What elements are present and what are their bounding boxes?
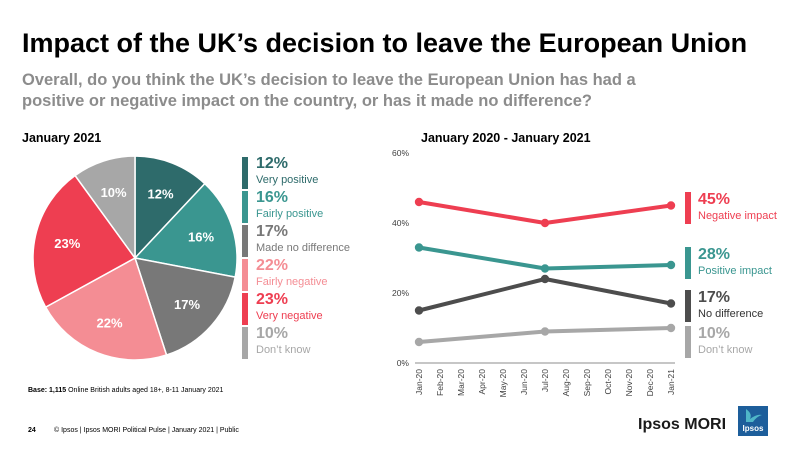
pie-legend-value-1: 16% xyxy=(256,189,289,206)
line-legend-swatch-3 xyxy=(685,326,691,358)
line-legend-value-1: 28% xyxy=(698,246,731,263)
x-tick-label-5: Jun-20 xyxy=(519,369,529,395)
x-tick-label-7: Aug-20 xyxy=(561,369,571,397)
series-1-point-1 xyxy=(540,264,550,273)
x-tick-label-3: Apr-20 xyxy=(477,369,487,395)
pie-slice-0 xyxy=(134,155,206,260)
series-3-point-1 xyxy=(540,327,550,336)
pie-legend-swatch-0 xyxy=(242,157,248,189)
pie-legend-value-0: 12% xyxy=(256,155,289,172)
line-legend-label-0: Negative impact xyxy=(698,210,777,222)
pie-slice-label-1: 16% xyxy=(188,230,214,245)
x-tick-label-6: Jul-20 xyxy=(540,369,550,392)
series-1-point-0 xyxy=(414,243,424,252)
pie-slice-label-3: 22% xyxy=(96,316,122,331)
line-legend-swatch-2 xyxy=(685,290,691,322)
pie-slice-4 xyxy=(32,174,137,309)
pie-legend-swatch-4 xyxy=(242,293,248,325)
line-legend-swatch-1 xyxy=(685,247,691,279)
pie-slice-label-0: 12% xyxy=(147,187,173,202)
line-legend-label-3: Don’t know xyxy=(698,344,753,356)
base-label: Base: 1,115 xyxy=(28,387,67,394)
pie-slice-3 xyxy=(44,256,168,361)
pie-slice-label-2: 17% xyxy=(174,297,200,312)
pie-legend-label-5: Don’t know xyxy=(256,344,311,356)
series-2-point-1 xyxy=(540,274,550,284)
series-3-point-0 xyxy=(414,337,424,347)
series-2-point-0 xyxy=(414,306,424,315)
pie-legend-value-2: 17% xyxy=(256,223,289,240)
pie-slice-1 xyxy=(133,182,238,278)
ipsos-logo: Ipsos xyxy=(738,406,768,436)
pie-legend-label-0: Very positive xyxy=(256,174,319,186)
line-chart-title: January 2020 - January 2021 xyxy=(421,131,591,145)
line-legend-label-2: No difference xyxy=(698,308,764,320)
page-subtitle: Overall, do you think the UK’s decision … xyxy=(22,71,636,110)
line-legend-value-3: 10% xyxy=(698,325,731,342)
x-tick-label-12: Jan-21 xyxy=(666,369,676,395)
line-legend-value-2: 17% xyxy=(698,289,731,306)
series-0-point-2 xyxy=(666,201,676,210)
series-0-point-1 xyxy=(540,218,550,228)
line-legend-value-0: 45% xyxy=(698,191,731,208)
pie-legend-value-4: 23% xyxy=(256,291,289,308)
series-line-2 xyxy=(417,277,673,313)
page-title: Impact of the UK’s decision to leave the… xyxy=(22,28,748,58)
pie-legend-value-5: 10% xyxy=(256,325,289,342)
x-tick-label-9: Oct-20 xyxy=(603,369,613,395)
pie-legend-label-1: Fairly positive xyxy=(256,208,324,220)
x-tick-label-2: Mar-20 xyxy=(456,369,466,396)
x-tick-label-4: May-20 xyxy=(498,369,508,398)
y-tick-label-0: 0% xyxy=(397,358,410,368)
pie-legend-swatch-2 xyxy=(242,225,248,257)
series-0-point-0 xyxy=(414,197,424,207)
line-legend-swatch-0 xyxy=(685,192,691,224)
y-tick-label-2: 40% xyxy=(392,218,409,228)
pie-slice-5 xyxy=(74,155,136,261)
series-2-point-2 xyxy=(666,299,676,308)
pie-legend-swatch-1 xyxy=(242,191,248,223)
footer-copyright: © Ipsos | Ipsos MORI Political Pulse | J… xyxy=(54,427,239,434)
pie-legend-swatch-3 xyxy=(242,259,248,291)
pie-chart-title: January 2021 xyxy=(22,131,102,145)
base-text: Online British adults aged 18+, 8-11 Jan… xyxy=(68,387,224,394)
x-tick-label-8: Sep-20 xyxy=(582,369,592,397)
pie-legend-label-4: Very negative xyxy=(256,310,323,322)
x-tick-label-0: Jan-20 xyxy=(414,369,424,395)
pie-slice-label-4: 23% xyxy=(54,236,80,251)
brand-name: Ipsos MORI xyxy=(638,416,727,433)
pie-slice-2 xyxy=(133,257,237,356)
page-number: 24 xyxy=(28,427,36,434)
x-tick-label-11: Dec-20 xyxy=(645,369,655,397)
pie-legend-swatch-5 xyxy=(242,327,248,359)
pie-slice-label-5: 10% xyxy=(101,185,127,200)
x-tick-label-1: Feb-20 xyxy=(435,369,445,396)
pie-legend-value-3: 22% xyxy=(256,257,289,274)
x-tick-label-10: Nov-20 xyxy=(624,369,634,397)
series-1-point-2 xyxy=(666,260,676,270)
logo-text: Ipsos xyxy=(743,424,764,433)
pie-legend-label-3: Fairly negative xyxy=(256,276,328,288)
y-tick-label-1: 20% xyxy=(392,288,409,298)
pie-legend-label-2: Made no difference xyxy=(256,242,350,254)
line-legend-label-1: Positive impact xyxy=(698,265,772,277)
base-note: Base: 1,115 Online British adults aged 1… xyxy=(28,387,223,394)
series-3-point-2 xyxy=(666,323,676,333)
y-tick-label-3: 60% xyxy=(392,148,409,158)
